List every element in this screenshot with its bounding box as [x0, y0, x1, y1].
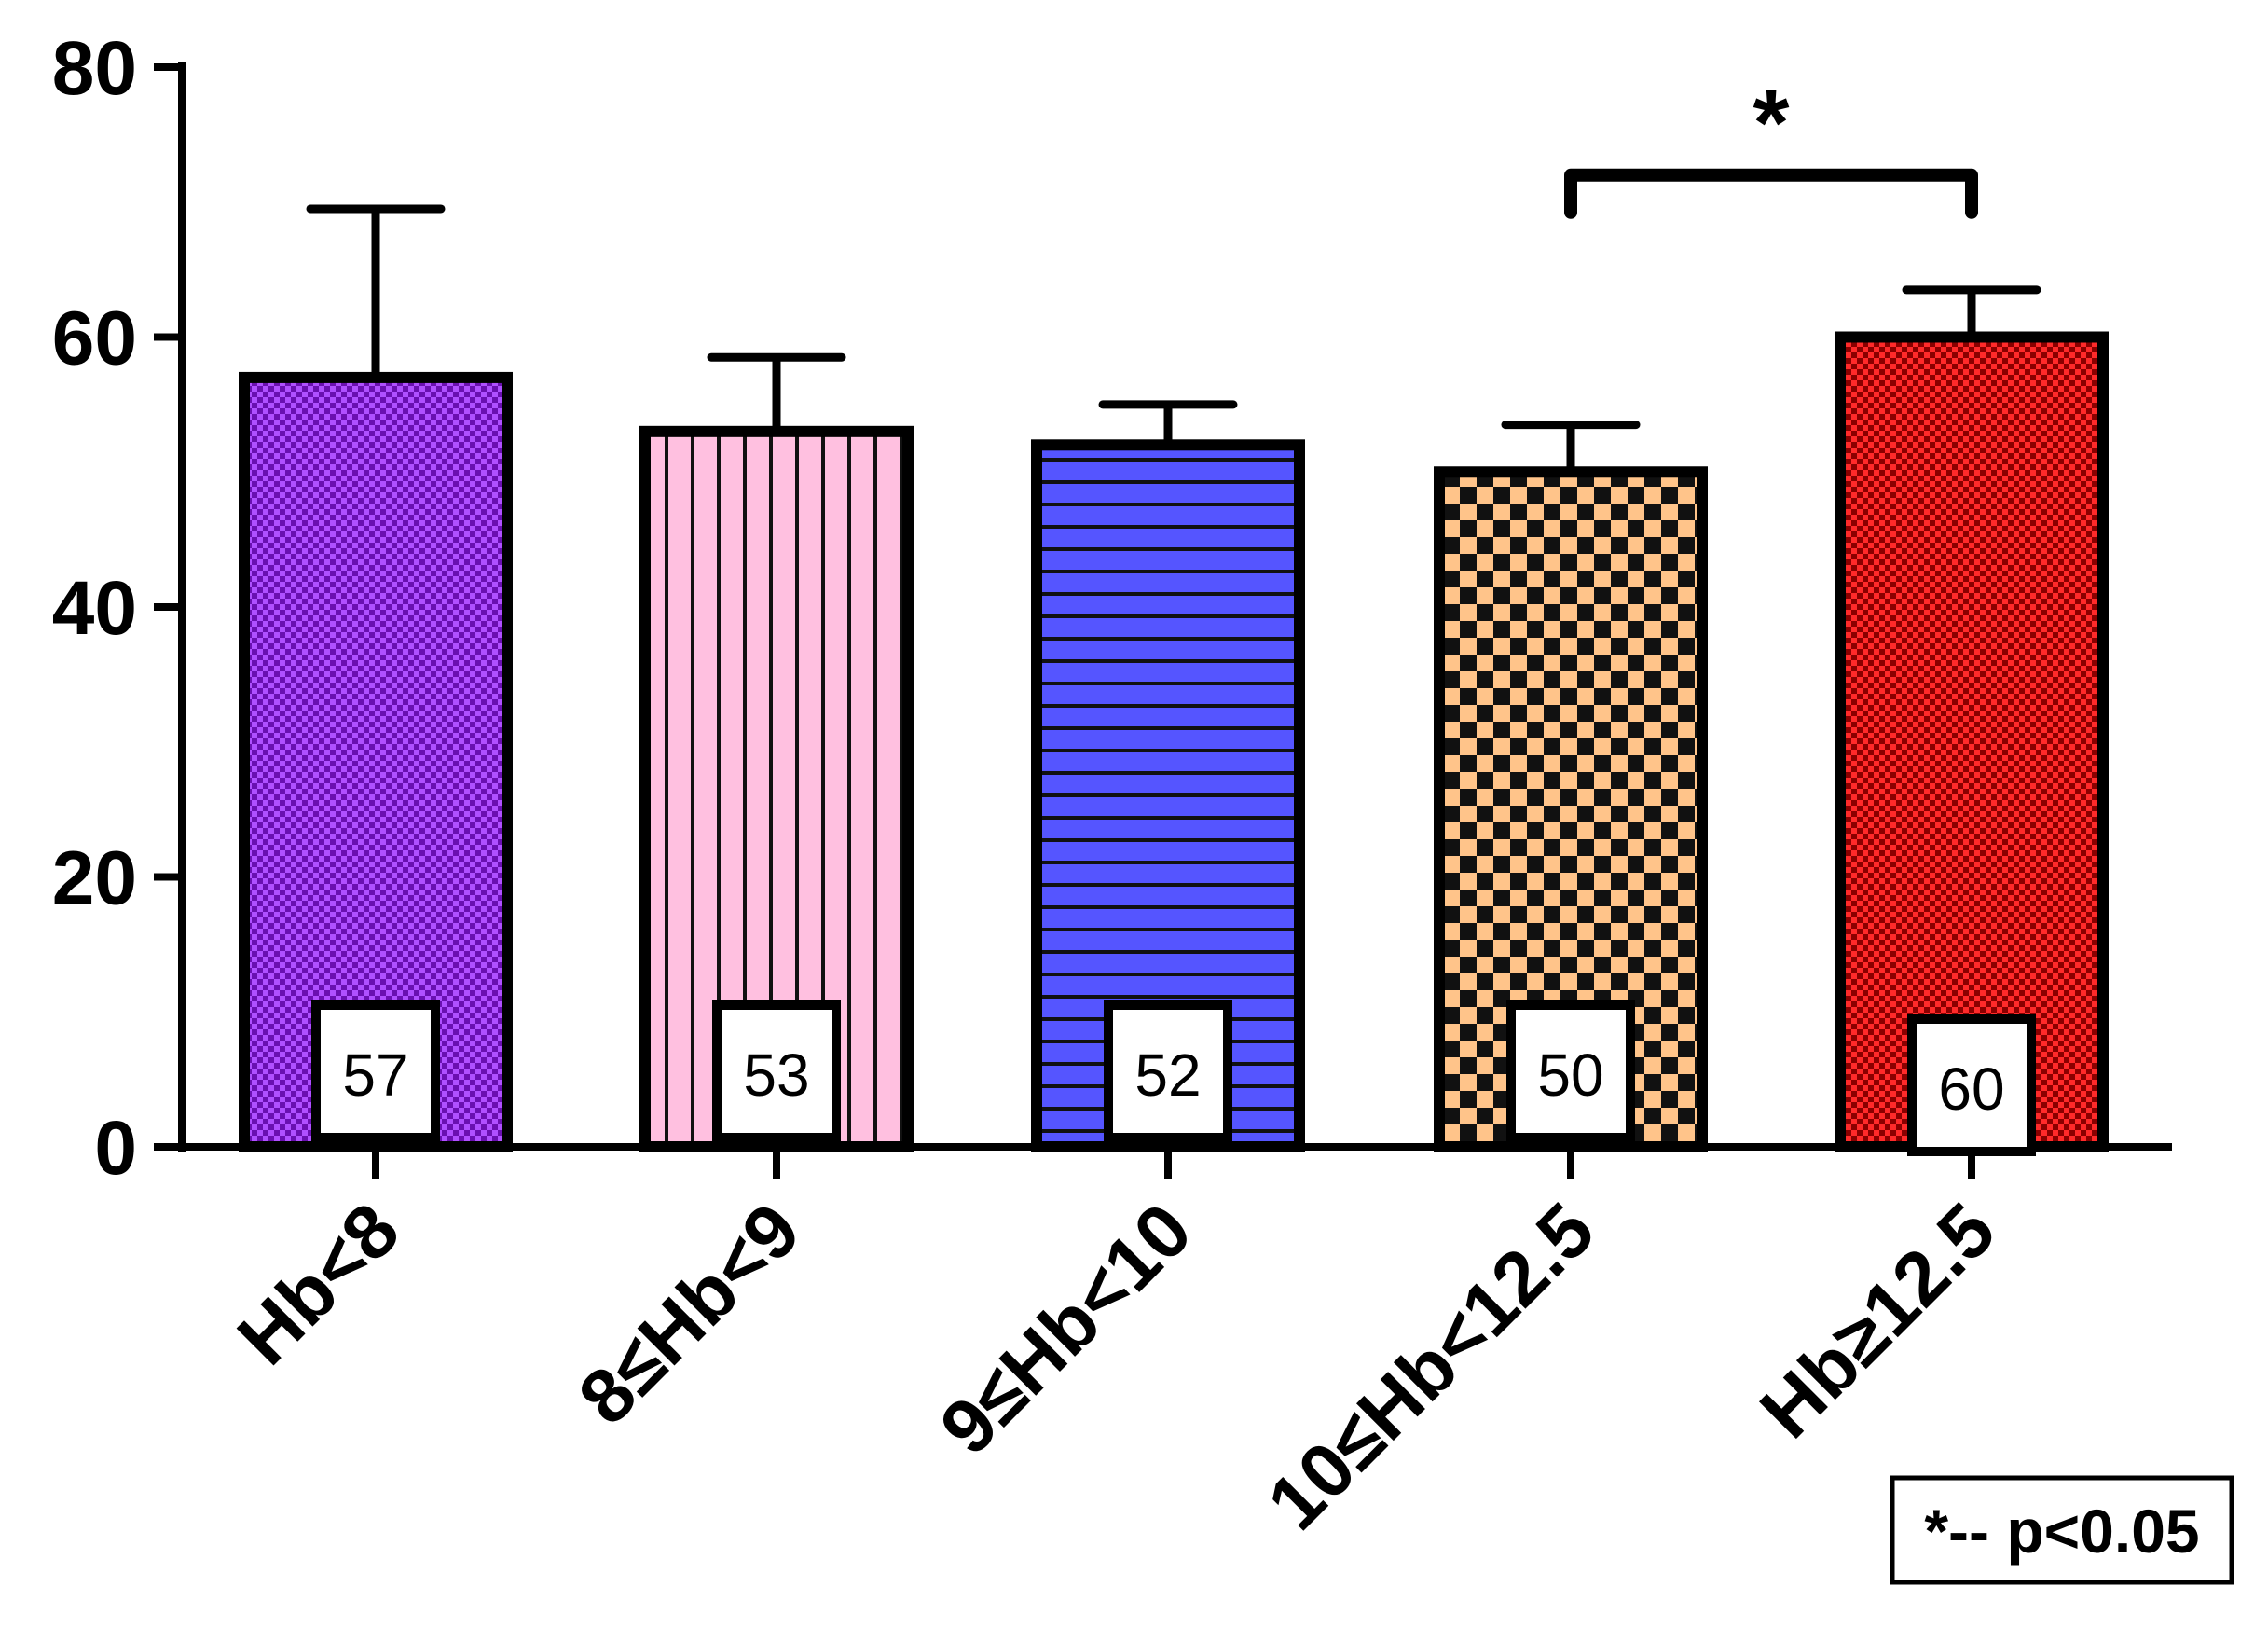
bar-value-box-1 [311, 1000, 440, 1142]
y-tick-label-80: 80 [52, 26, 137, 111]
bar-value-label-5: 60 [1938, 1055, 2004, 1123]
bar-value-label-1: 57 [342, 1042, 408, 1109]
x-category-label-2: 8≤Hb<9 [563, 1187, 817, 1441]
legend-box [1890, 1475, 2234, 1585]
legend: *-- p<0.05 [1890, 1475, 2234, 1585]
significance-bracket [1564, 168, 1978, 219]
bar-value-label-3: 52 [1134, 1042, 1201, 1109]
x-category-label-4: 10≤Hb<12.5 [1252, 1187, 1611, 1546]
y-tick-label-60: 60 [52, 297, 137, 381]
bar-5 [1835, 331, 2109, 1152]
bar-value-label-4: 50 [1537, 1042, 1603, 1109]
bar-value-box-3 [1104, 1000, 1232, 1142]
bar-value-label-2: 53 [743, 1042, 809, 1109]
bar-value-box-5 [1907, 1014, 2036, 1156]
x-category-label-3: 9≤Hb<10 [925, 1187, 1208, 1470]
bar-value-box-2 [712, 1000, 841, 1142]
bar-value-box-4 [1506, 1000, 1635, 1142]
y-tick-label-0: 0 [94, 1106, 137, 1191]
annotations-layer: 57 53 52 50 60 * [311, 71, 2036, 1156]
y-tick-label-20: 20 [52, 836, 137, 921]
legend-text: *-- p<0.05 [1924, 1497, 2199, 1566]
x-category-label-1: Hb<8 [222, 1187, 416, 1381]
x-category-label-5: Hb≥12.5 [1744, 1187, 2011, 1454]
significance-marker: * [1753, 71, 1790, 175]
y-tick-label-40: 40 [52, 566, 137, 651]
